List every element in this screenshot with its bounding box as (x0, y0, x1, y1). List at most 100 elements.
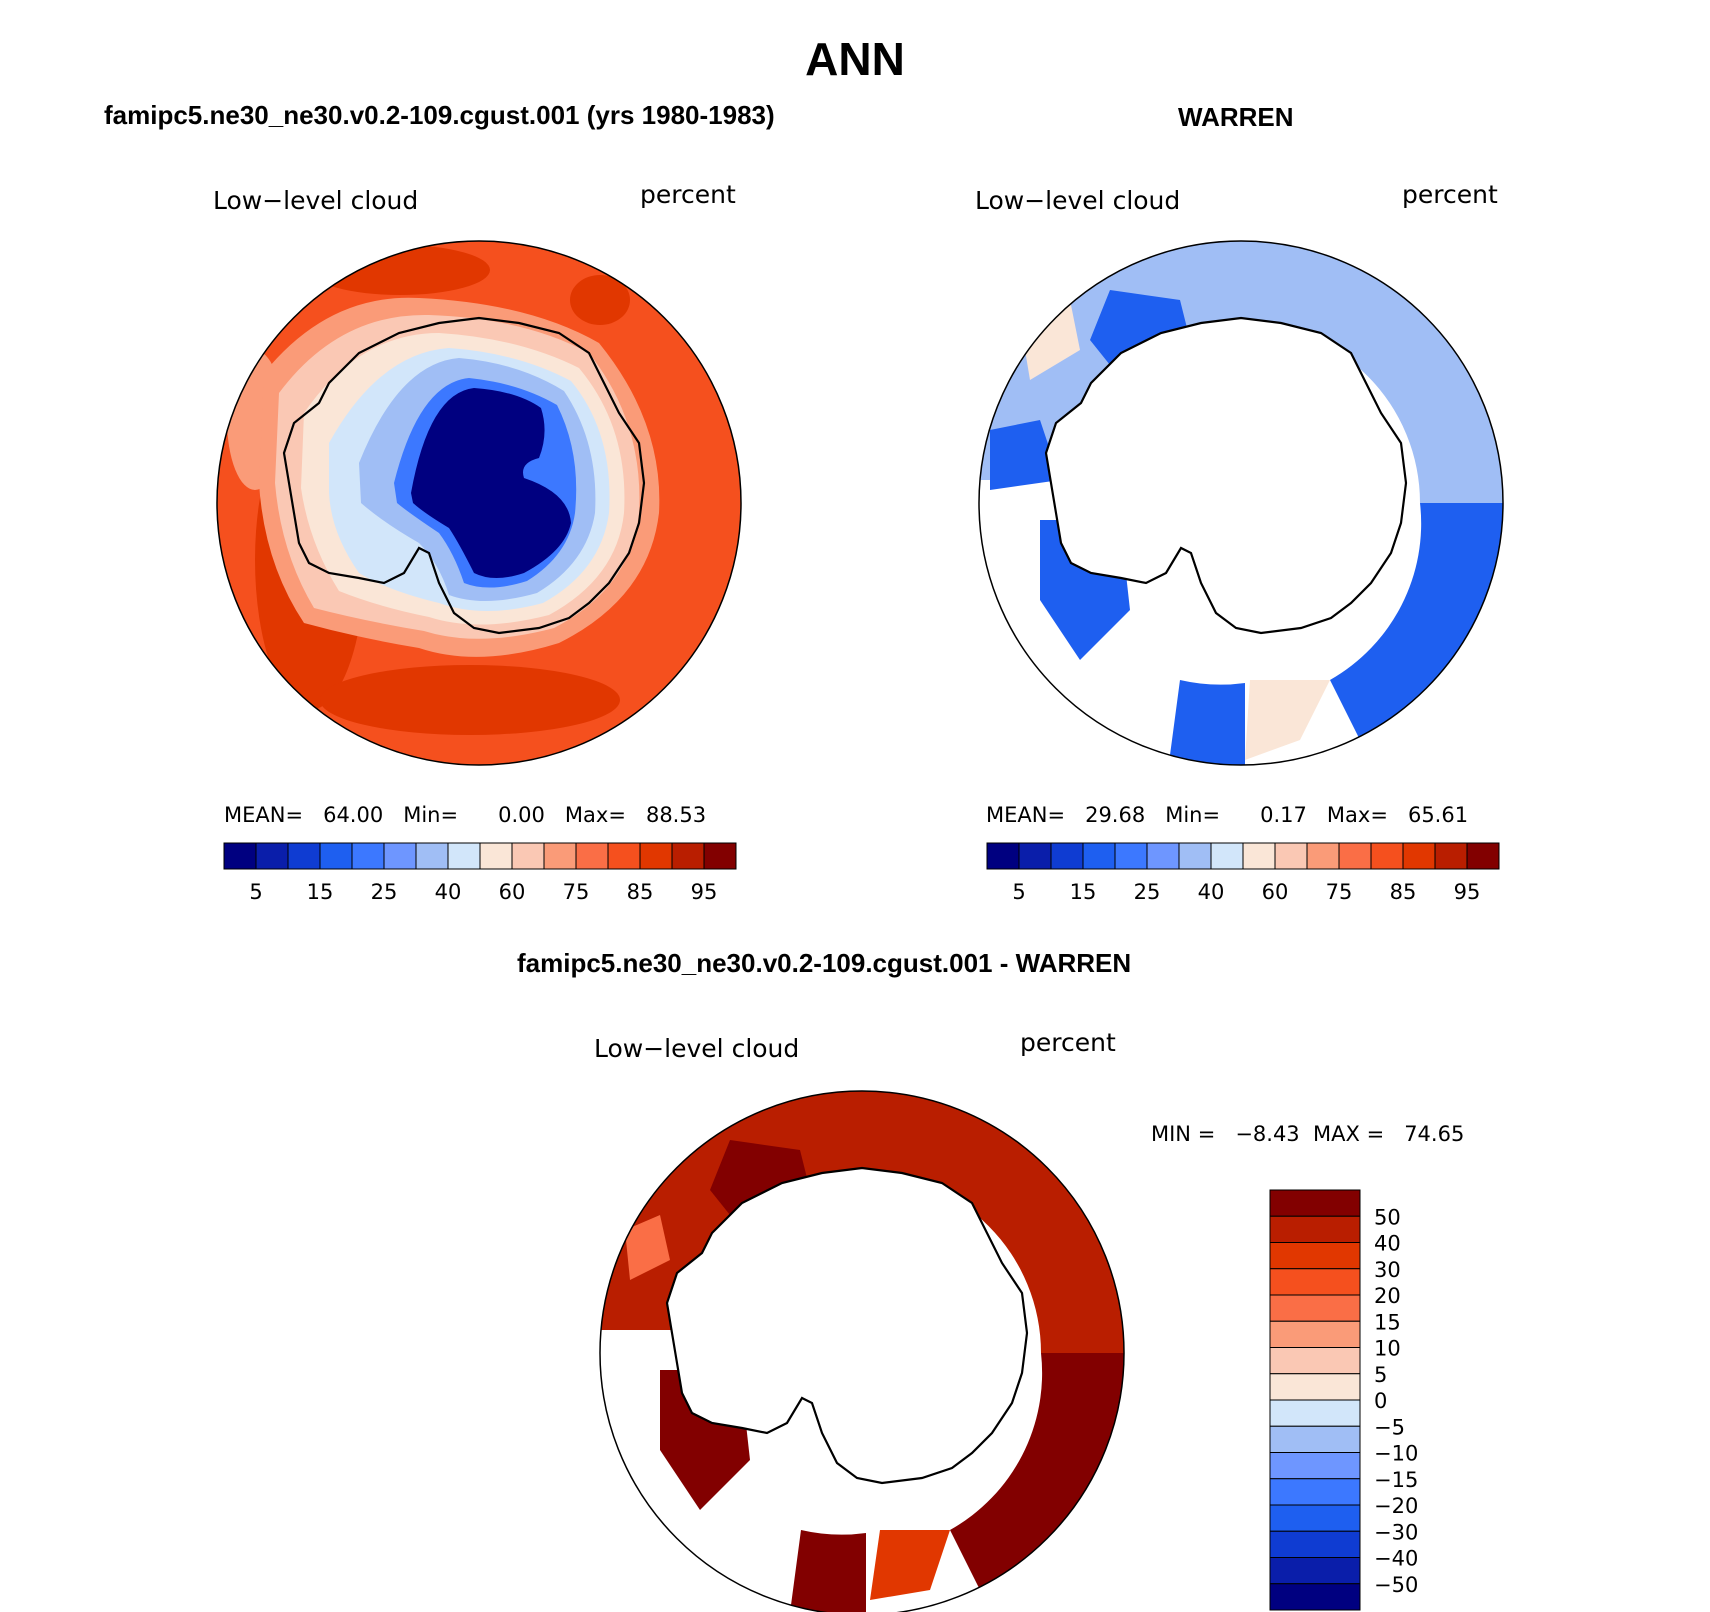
model-colorbar-tick-label: 40 (435, 880, 462, 904)
obs-colorbar-tick-label: 85 (1390, 880, 1417, 904)
obs-colorbar-swatch (1370, 842, 1404, 870)
model-patch-ne (570, 275, 630, 325)
obs-colorbar-swatch (1018, 842, 1052, 870)
model-colorbar-swatch (255, 842, 289, 870)
obs-colorbar-swatch (1338, 842, 1372, 870)
obs-patch-w (990, 420, 1060, 490)
obs-colorbar-swatch (1146, 842, 1180, 870)
obs-colorbar-tick-label: 25 (1134, 880, 1161, 904)
model-colorbar-swatch (607, 842, 641, 870)
model-colorbar-tick-label: 25 (371, 880, 398, 904)
diff-colorbar-swatch (1269, 1557, 1361, 1585)
diff-patch-nw (625, 1215, 670, 1280)
diff-ring-se (950, 1353, 1124, 1590)
diff-colorbar-tick-label: −10 (1374, 1442, 1418, 1466)
obs-ring-ne (1241, 241, 1503, 503)
model-colorbar-swatch (671, 842, 705, 870)
diff-colorbar-tick-label: −20 (1374, 1494, 1418, 1518)
diff-colorbar-swatch (1269, 1399, 1361, 1427)
obs-patch-s-light (1245, 680, 1330, 760)
obs-colorbar-swatch (1306, 842, 1340, 870)
diff-colorbar-tick-label: −15 (1374, 1468, 1418, 1492)
diff-colorbar-swatch (1269, 1242, 1361, 1270)
model-band-south (320, 665, 620, 735)
diff-map-border (599, 1090, 1125, 1612)
diff-colorbar-swatch (1269, 1320, 1361, 1348)
model-colorbar-tick-label: 15 (307, 880, 334, 904)
diff-colorbar-tick-label: 30 (1374, 1258, 1401, 1282)
diff-colorbar-tick-label: 40 (1374, 1232, 1401, 1256)
model-colorbar-swatch (639, 842, 673, 870)
panel-model-stats: MEAN= 64.00 Min= 0.00 Max= 88.53 (224, 803, 707, 827)
panel-obs-stats: MEAN= 29.68 Min= 0.17 Max= 65.61 (986, 803, 1469, 827)
panel-model-heading: famipc5.ne30_ne30.v0.2-109.cgust.001 (yr… (104, 100, 775, 130)
model-interior-core (411, 388, 571, 578)
obs-colorbar-swatch (1242, 842, 1276, 870)
panel-diff-stats: MIN = −8.43 MAX = 74.65 (1151, 1122, 1465, 1146)
model-map-border (216, 240, 742, 766)
diff-colorbar-swatch (1269, 1268, 1361, 1296)
diff-colorbar-swatch (1269, 1294, 1361, 1322)
panel-model-units: percent (640, 180, 736, 209)
model-colorbar-swatch (447, 842, 481, 870)
model-colorbar-swatch (703, 842, 737, 870)
panel-model-variable: Low−level cloud (213, 186, 419, 215)
diff-colorbar-tick-label: −5 (1374, 1415, 1405, 1439)
diff-colorbar-tick-label: −50 (1374, 1573, 1418, 1597)
diff-colorbar-swatch (1269, 1189, 1361, 1217)
obs-ring-se (1330, 503, 1503, 740)
diff-colorbar-swatch (1269, 1347, 1361, 1375)
map-obs (979, 241, 1503, 765)
model-colorbar-tick-label: 85 (627, 880, 654, 904)
diff-ring-ne (862, 1091, 1124, 1353)
model-colorbar-tick-label: 75 (563, 880, 590, 904)
diff-colorbar-tick-label: 5 (1374, 1363, 1387, 1387)
diff-colorbar-swatch (1269, 1373, 1361, 1401)
obs-colorbar-tick-label: 75 (1326, 880, 1353, 904)
panel-diff-units: percent (1020, 1028, 1116, 1057)
diff-colorbar-swatch (1269, 1504, 1361, 1532)
obs-map-border (978, 240, 1504, 766)
obs-colorbar-swatch (986, 842, 1020, 870)
obs-colorbar-swatch (1114, 842, 1148, 870)
diff-colorbar-tick-label: −40 (1374, 1547, 1418, 1571)
obs-colorbar-swatch (1082, 842, 1116, 870)
model-colorbar-swatch (383, 842, 417, 870)
model-colorbar-swatch (223, 842, 257, 870)
obs-colorbar-swatch (1402, 842, 1436, 870)
diff-colorbar-swatch (1269, 1530, 1361, 1558)
diff-colorbar-tick-label: 10 (1374, 1337, 1401, 1361)
diff-ring-s (791, 1530, 866, 1612)
model-colorbar-swatch (351, 842, 385, 870)
obs-colorbar-tick-label: 95 (1454, 880, 1481, 904)
figure-title: ANN (805, 33, 905, 85)
obs-ring-s (1170, 680, 1245, 765)
obs-colorbar-swatch (1274, 842, 1308, 870)
diff-colorbar-swatch (1269, 1425, 1361, 1453)
obs-colorbar-tick-label: 5 (1012, 880, 1025, 904)
diff-colorbar-swatch (1269, 1215, 1361, 1243)
diff-colorbar-swatch (1269, 1478, 1361, 1506)
model-colorbar-swatch (575, 842, 609, 870)
model-colorbar-swatch (479, 842, 513, 870)
model-colorbar-swatch (287, 842, 321, 870)
diff-colorbar-swatch (1269, 1583, 1361, 1611)
obs-colorbar-swatch (1434, 842, 1468, 870)
obs-colorbar-swatch (1178, 842, 1212, 870)
obs-colorbar-tick-label: 60 (1262, 880, 1289, 904)
obs-colorbar-swatch (1210, 842, 1244, 870)
map-model (217, 241, 741, 765)
obs-colorbar-tick-label: 15 (1070, 880, 1097, 904)
diff-colorbar-tick-label: 20 (1374, 1284, 1401, 1308)
obs-colorbar-tick-label: 40 (1198, 880, 1225, 904)
obs-colorbar-swatch (1050, 842, 1084, 870)
diff-colorbar-tick-label: 50 (1374, 1205, 1401, 1229)
colorbar-model: 5 15 25 40 60 75 85 95 (223, 842, 737, 904)
panel-diff-variable: Low−level cloud (594, 1034, 800, 1063)
model-colorbar-swatch (543, 842, 577, 870)
model-colorbar-tick-label: 60 (499, 880, 526, 904)
model-colorbar-tick-label: 95 (691, 880, 718, 904)
map-diff (600, 1091, 1124, 1612)
model-colorbar-swatch (415, 842, 449, 870)
